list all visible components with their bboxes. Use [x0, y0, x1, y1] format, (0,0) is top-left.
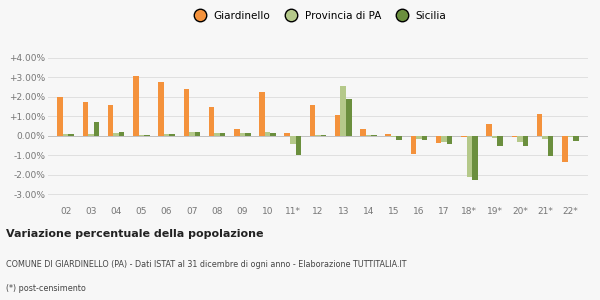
- Bar: [461, 136, 467, 137]
- Bar: [209, 107, 214, 136]
- Bar: [290, 136, 296, 144]
- Bar: [416, 136, 422, 139]
- Bar: [245, 134, 251, 136]
- Bar: [94, 122, 99, 136]
- Bar: [436, 136, 442, 142]
- Bar: [68, 134, 74, 136]
- Bar: [467, 136, 472, 177]
- Bar: [385, 134, 391, 136]
- Bar: [214, 133, 220, 136]
- Bar: [371, 135, 377, 136]
- Bar: [63, 134, 68, 136]
- Bar: [220, 133, 226, 136]
- Bar: [512, 136, 517, 137]
- Bar: [447, 136, 452, 144]
- Bar: [194, 132, 200, 136]
- Bar: [422, 136, 427, 140]
- Bar: [133, 76, 139, 136]
- Bar: [265, 132, 271, 136]
- Bar: [284, 133, 290, 136]
- Bar: [391, 136, 397, 137]
- Bar: [562, 136, 568, 162]
- Bar: [88, 134, 94, 136]
- Bar: [346, 99, 352, 136]
- Bar: [573, 136, 578, 141]
- Bar: [259, 92, 265, 136]
- Bar: [365, 135, 371, 136]
- Bar: [169, 134, 175, 136]
- Bar: [315, 135, 321, 136]
- Bar: [321, 135, 326, 136]
- Legend: Giardinello, Provincia di PA, Sicilia: Giardinello, Provincia di PA, Sicilia: [185, 7, 451, 25]
- Bar: [296, 136, 301, 155]
- Bar: [442, 136, 447, 142]
- Bar: [542, 136, 548, 139]
- Text: (*) post-censimento: (*) post-censimento: [6, 284, 86, 293]
- Bar: [113, 133, 119, 136]
- Bar: [517, 136, 523, 142]
- Bar: [184, 89, 189, 136]
- Bar: [472, 136, 478, 180]
- Bar: [537, 114, 542, 136]
- Bar: [340, 86, 346, 136]
- Bar: [397, 136, 402, 140]
- Bar: [83, 102, 88, 136]
- Bar: [164, 134, 169, 136]
- Text: Variazione percentuale della popolazione: Variazione percentuale della popolazione: [6, 229, 263, 239]
- Bar: [487, 124, 492, 136]
- Bar: [360, 129, 365, 136]
- Bar: [58, 97, 63, 136]
- Bar: [108, 104, 113, 136]
- Bar: [497, 136, 503, 146]
- Bar: [119, 132, 124, 136]
- Bar: [335, 115, 340, 136]
- Bar: [189, 132, 194, 136]
- Bar: [239, 134, 245, 136]
- Bar: [271, 133, 276, 136]
- Bar: [234, 129, 239, 136]
- Bar: [548, 136, 553, 156]
- Bar: [410, 136, 416, 154]
- Bar: [492, 136, 497, 138]
- Text: COMUNE DI GIARDINELLO (PA) - Dati ISTAT al 31 dicembre di ogni anno - Elaborazio: COMUNE DI GIARDINELLO (PA) - Dati ISTAT …: [6, 260, 407, 269]
- Bar: [144, 135, 149, 136]
- Bar: [139, 135, 144, 136]
- Bar: [568, 136, 573, 137]
- Bar: [310, 104, 315, 136]
- Bar: [158, 82, 164, 136]
- Bar: [523, 136, 528, 146]
